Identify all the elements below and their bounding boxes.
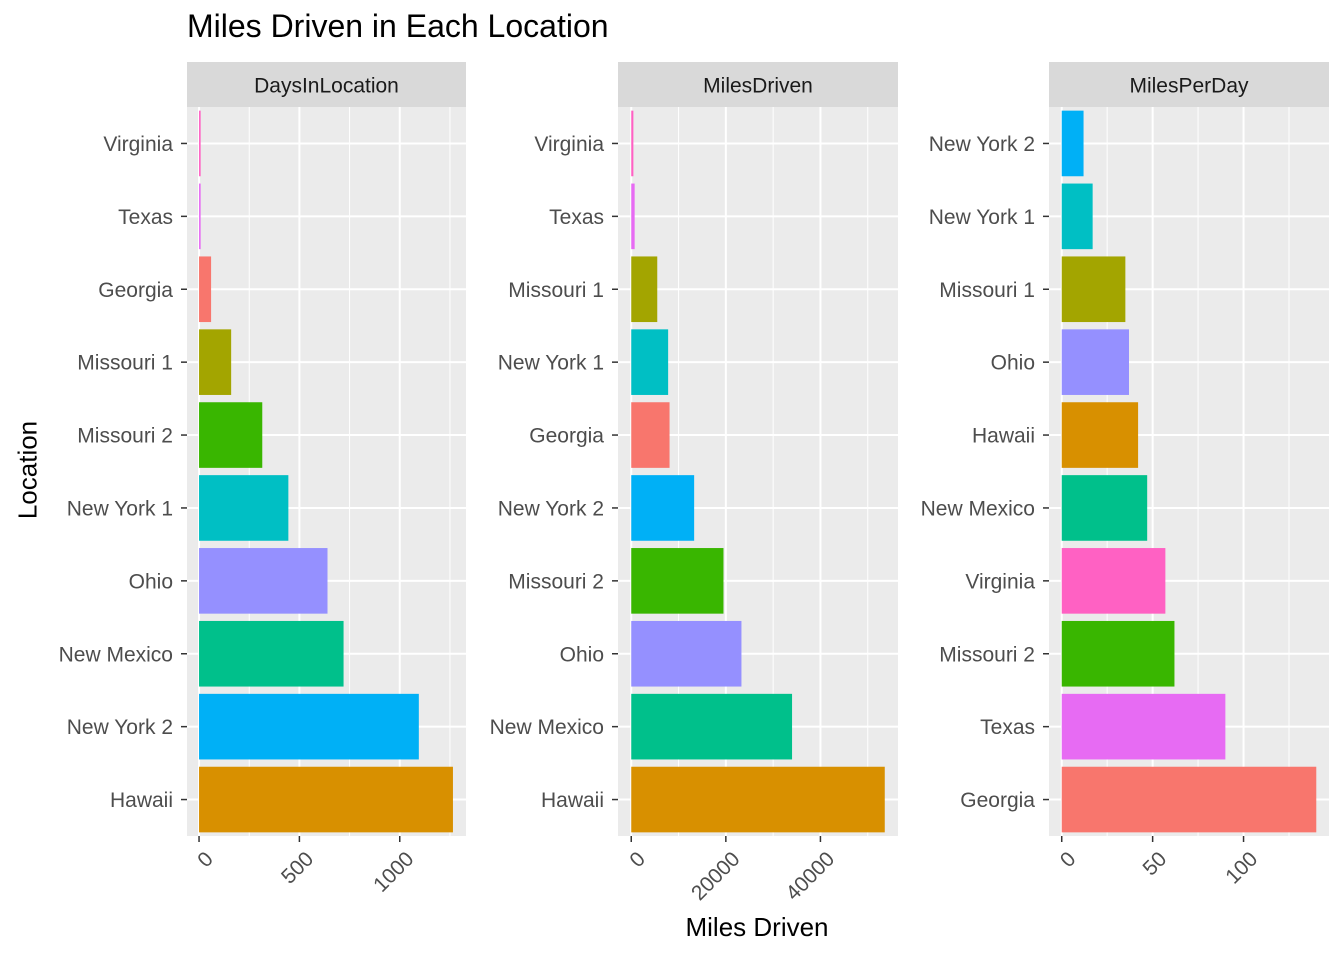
- facet-strip: [187, 62, 466, 107]
- bar: [199, 110, 201, 177]
- x-tick-label: 20000: [687, 847, 745, 905]
- y-tick-label: Ohio: [560, 643, 604, 666]
- bar: [631, 329, 669, 395]
- bar: [631, 402, 670, 468]
- y-tick-label: Texas: [980, 716, 1035, 739]
- facet-strip: [618, 62, 898, 107]
- bar: [1061, 329, 1129, 395]
- x-tick-label: 0: [1056, 847, 1081, 872]
- y-tick-label: Missouri 1: [939, 279, 1035, 302]
- bar: [199, 766, 453, 833]
- x-tick-label: 100: [1221, 847, 1262, 888]
- bar: [1061, 183, 1093, 250]
- x-tick-label: 500: [277, 847, 318, 888]
- y-tick-label: New Mexico: [59, 643, 173, 666]
- bar: [631, 183, 635, 250]
- bar: [1061, 402, 1139, 468]
- bar: [1061, 475, 1148, 541]
- y-tick-label: New York 2: [929, 133, 1035, 156]
- bar: [631, 766, 885, 833]
- bar: [631, 475, 695, 541]
- y-tick-label: New Mexico: [490, 716, 604, 739]
- facet-1: MilesDriven Virginia Texas Missouri 1 New Yo…: [490, 62, 898, 905]
- y-tick-label: New Mexico: [921, 497, 1035, 520]
- bar: [199, 256, 212, 323]
- bar: [199, 548, 328, 614]
- y-tick-label: New York 1: [929, 206, 1035, 229]
- facet-strip: [1049, 62, 1329, 107]
- bar: [199, 402, 263, 468]
- y-tick-label: New York 1: [67, 497, 173, 520]
- x-tick-label: 40000: [782, 847, 840, 905]
- y-tick-label: New York 2: [67, 716, 173, 739]
- bar: [1061, 766, 1317, 833]
- x-tick-label: 0: [193, 847, 218, 872]
- x-axis-title: Miles Driven: [685, 912, 829, 942]
- y-tick-label: Hawaii: [972, 425, 1035, 448]
- y-tick-label: Hawaii: [110, 789, 173, 812]
- bar: [199, 329, 232, 395]
- y-tick-label: Missouri 1: [77, 352, 173, 375]
- y-tick-label: Texas: [118, 206, 173, 229]
- y-tick-label: Missouri 2: [508, 570, 604, 593]
- y-tick-label: Missouri 1: [508, 279, 604, 302]
- bar: [199, 693, 419, 760]
- facet-2: MilesPerDay New York 2 New York 1 Missouri …: [921, 62, 1329, 889]
- bar: [631, 693, 793, 760]
- bar: [199, 475, 289, 541]
- y-tick-label: Georgia: [529, 425, 604, 448]
- x-tick-label: 0: [625, 847, 650, 872]
- facet-strip-label: MilesPerDay: [1129, 75, 1249, 98]
- y-tick-label: New York 2: [498, 497, 604, 520]
- bar: [1061, 620, 1175, 687]
- bar: [1061, 548, 1166, 614]
- bar: [1061, 110, 1084, 177]
- y-tick-label: Georgia: [960, 789, 1035, 812]
- x-tick-label: 1000: [369, 847, 418, 896]
- bar: [199, 620, 344, 687]
- bar: [631, 110, 634, 177]
- y-tick-label: Virginia: [534, 133, 604, 156]
- y-tick-label: Georgia: [98, 279, 173, 302]
- bar: [1061, 693, 1226, 760]
- y-tick-label: Virginia: [103, 133, 173, 156]
- bar: [1061, 256, 1126, 323]
- bar: [631, 548, 724, 614]
- y-tick-label: New York 1: [498, 352, 604, 375]
- y-tick-label: Texas: [549, 206, 604, 229]
- y-tick-label: Ohio: [991, 352, 1035, 375]
- facet-strip-label: DaysInLocation: [254, 75, 399, 98]
- bar: [631, 620, 742, 687]
- bar: [631, 256, 658, 323]
- facet-0: DaysInLocation Virginia Texas Georgia Missou…: [59, 62, 466, 897]
- y-tick-label: Ohio: [129, 570, 173, 593]
- x-tick-label: 50: [1139, 847, 1172, 880]
- y-tick-label: Virginia: [965, 570, 1035, 593]
- y-tick-label: Missouri 2: [939, 643, 1035, 666]
- y-tick-label: Missouri 2: [77, 425, 173, 448]
- facet-strip-label: MilesDriven: [703, 75, 813, 98]
- y-tick-label: Hawaii: [541, 789, 604, 812]
- bar: [199, 183, 201, 250]
- chart-title: Miles Driven in Each Location: [187, 8, 609, 44]
